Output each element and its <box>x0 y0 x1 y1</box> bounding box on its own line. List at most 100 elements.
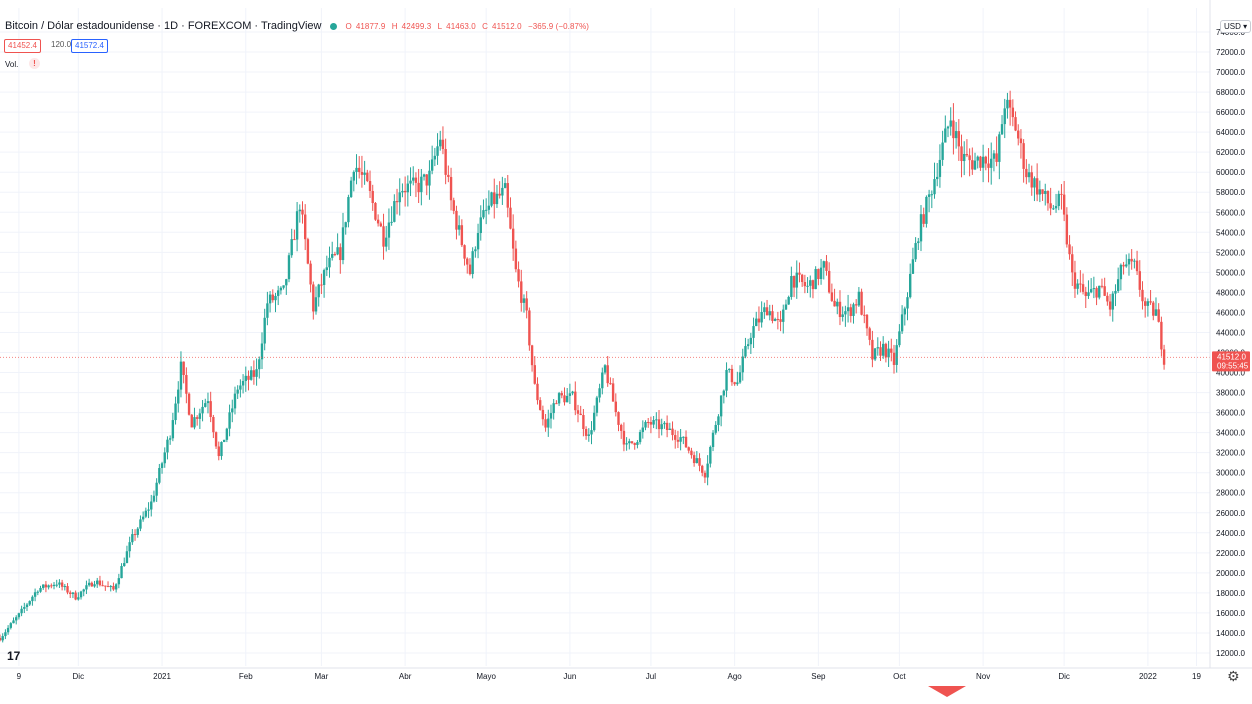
candle-body <box>6 627 10 633</box>
high-value: 42499.3 <box>401 21 432 31</box>
candle-body <box>490 192 493 206</box>
candle-body <box>241 381 245 386</box>
candle-body <box>690 450 693 456</box>
scroll-to-realtime-icon[interactable] <box>928 686 966 697</box>
candle-body <box>830 292 834 301</box>
candle-body <box>152 495 156 502</box>
y-tick-label: 38000.0 <box>1216 389 1245 398</box>
candle-body <box>449 176 453 201</box>
candle-body <box>1114 290 1117 294</box>
candle-body <box>158 468 161 483</box>
y-tick-label: 58000.0 <box>1216 188 1245 197</box>
candle-body <box>331 254 334 258</box>
candle-body <box>1035 178 1039 195</box>
price-axis[interactable]: 12000.0 14000.0 16000.0 18000.0 20000.0 22000… <box>1209 0 1250 668</box>
candle-body <box>722 390 726 396</box>
symbol-title[interactable]: Bitcoin / Dólar estadounidense · 1D · FO… <box>5 20 322 32</box>
candle-body <box>58 582 61 585</box>
low-label: L <box>437 21 443 31</box>
candle-body <box>501 187 504 196</box>
candle-body <box>582 415 585 429</box>
candle-body <box>447 174 450 177</box>
candle-body <box>198 413 202 419</box>
buy-price-button[interactable]: 41572.4 <box>71 39 108 53</box>
sell-price-button[interactable]: 41452.4 <box>4 39 41 53</box>
high-label: H <box>391 21 398 31</box>
candle-body <box>460 225 464 246</box>
candle-body <box>717 416 720 425</box>
candle-body <box>565 395 569 403</box>
candle-body <box>873 348 877 360</box>
candle-body <box>790 276 793 297</box>
candle-body <box>576 410 580 414</box>
candle-body <box>31 596 34 602</box>
candle-body <box>360 171 364 175</box>
candle-body <box>776 318 780 320</box>
candle-body <box>420 176 423 193</box>
candle-body <box>976 156 979 161</box>
currency-select[interactable]: USD ▾ <box>1220 20 1252 33</box>
candle-body <box>1027 172 1031 178</box>
candle-body <box>379 223 383 227</box>
candle-body <box>225 428 229 440</box>
candle-body <box>325 267 329 271</box>
candle-body <box>1071 254 1074 273</box>
candle-body <box>1141 289 1144 302</box>
candle-body <box>579 413 582 416</box>
candle-body <box>266 303 269 318</box>
chevron-down-icon: ▾ <box>1240 22 1248 31</box>
candle-body <box>533 365 536 384</box>
y-tick-label: 30000.0 <box>1216 469 1245 478</box>
candle-body <box>436 146 439 156</box>
candle-body <box>474 249 477 252</box>
candle-body <box>274 295 277 301</box>
candle-body <box>498 193 501 196</box>
candle-body <box>636 442 639 445</box>
candle-body <box>903 308 906 315</box>
y-tick-label: 48000.0 <box>1216 288 1245 297</box>
candle-body <box>944 128 947 143</box>
candle-body <box>282 285 285 288</box>
candle-body <box>69 592 72 594</box>
candle-body <box>1081 284 1085 292</box>
candle-body <box>493 192 496 205</box>
y-tick-label: 16000.0 <box>1216 609 1245 618</box>
time-axis[interactable]: 9 Dic 2021 Feb Mar Abr Mayo Jun Jul Ago Sep Oct Nov D… <box>0 667 1252 697</box>
candle-body <box>93 584 96 587</box>
candle-body <box>957 131 961 147</box>
y-tick-label: 62000.0 <box>1216 148 1245 157</box>
candle-body <box>120 566 123 579</box>
candle-body <box>963 153 966 162</box>
candle-body <box>1060 193 1063 195</box>
candle-body <box>798 272 801 275</box>
candle-body <box>333 254 337 256</box>
candle-body <box>655 419 658 421</box>
candle-body <box>287 255 291 280</box>
candle-body <box>74 592 77 600</box>
change-value: −365.9 (−0.87%) <box>527 21 590 31</box>
candle-body <box>252 370 256 377</box>
candle-body <box>744 346 747 357</box>
candle-body <box>23 607 26 609</box>
warning-icon[interactable]: ! <box>29 58 40 69</box>
candle-body <box>1098 285 1101 298</box>
candle-body <box>90 582 94 587</box>
candle-body <box>611 383 615 402</box>
tradingview-logo-icon[interactable]: 17 <box>7 649 21 663</box>
candle-body <box>930 194 934 196</box>
currency-label: USD <box>1224 22 1241 31</box>
candle-body <box>42 584 45 588</box>
close-value: 41512.0 <box>492 21 522 31</box>
y-tick-label: 60000.0 <box>1216 168 1245 177</box>
candle-body <box>52 584 56 587</box>
candle-body <box>279 287 283 291</box>
candle-body <box>849 307 852 316</box>
candle-body <box>854 304 858 306</box>
candle-body <box>98 580 102 586</box>
candle-body <box>860 291 863 315</box>
candle-body <box>617 412 620 425</box>
candle-body <box>352 171 356 181</box>
volume-label[interactable]: Vol. <box>5 60 19 69</box>
gear-icon[interactable]: ⚙ <box>1227 668 1240 684</box>
